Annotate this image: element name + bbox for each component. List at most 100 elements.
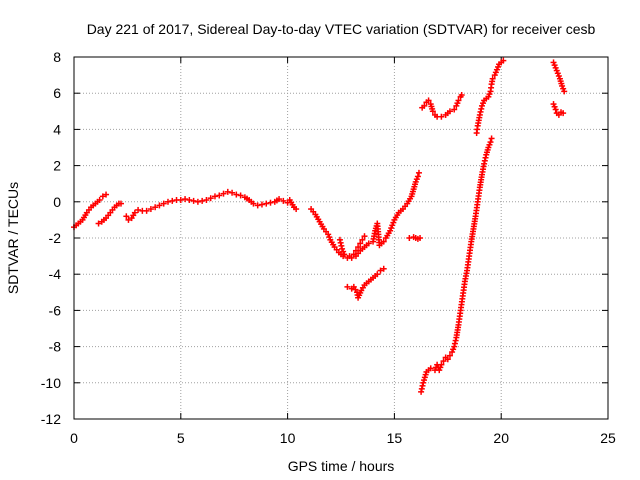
data-point xyxy=(487,139,494,146)
data-point xyxy=(182,196,189,203)
data-point xyxy=(95,220,102,227)
y-tick-label: -12 xyxy=(41,411,61,427)
data-point xyxy=(455,97,462,104)
data-point xyxy=(489,75,496,82)
y-tick-label: -8 xyxy=(49,339,62,355)
y-tick-label: -10 xyxy=(41,375,61,391)
data-point xyxy=(280,197,287,204)
x-tick-label: 10 xyxy=(280,430,296,446)
data-point xyxy=(377,267,384,274)
data-point xyxy=(458,92,465,99)
x-tick-labels: 0 5 10 15 20 25 xyxy=(70,430,616,446)
data-point xyxy=(224,188,231,195)
data-point xyxy=(160,200,167,207)
data-point xyxy=(440,358,447,365)
data-point xyxy=(355,244,362,251)
data-point xyxy=(446,352,453,359)
data-point xyxy=(451,106,458,113)
data-point xyxy=(99,193,106,200)
data-point xyxy=(96,196,103,203)
data-point xyxy=(417,235,424,241)
data-point xyxy=(406,235,413,241)
data-point xyxy=(250,200,257,207)
x-tick-label: 15 xyxy=(387,430,403,446)
data-point xyxy=(427,365,434,372)
data-point xyxy=(267,199,274,206)
plot-frame xyxy=(73,56,609,420)
data-point xyxy=(211,193,218,200)
data-point xyxy=(254,202,261,209)
data-point xyxy=(276,196,283,203)
data-point xyxy=(216,192,223,199)
data-point xyxy=(438,113,445,120)
data-point xyxy=(380,265,387,272)
data-point xyxy=(164,198,171,205)
y-tick-label: 6 xyxy=(53,85,61,101)
data-point xyxy=(263,200,270,207)
data-point xyxy=(147,206,154,213)
data-point xyxy=(131,209,138,216)
data-point xyxy=(446,108,453,115)
y-tick-label: -6 xyxy=(49,302,62,318)
y-axis-label: SDTVAR / TECUs xyxy=(5,182,21,294)
data-point xyxy=(177,196,184,203)
data-point xyxy=(415,169,422,176)
data-point xyxy=(203,196,210,203)
data-point xyxy=(348,254,355,261)
data-point xyxy=(207,195,214,202)
data-point xyxy=(152,204,159,211)
data-points xyxy=(71,57,568,395)
y-tick-label: -4 xyxy=(49,266,62,282)
data-point xyxy=(344,283,351,290)
x-axis-label: GPS time / hours xyxy=(288,458,395,474)
data-point xyxy=(135,206,142,213)
chart-title: Day 221 of 2017, Sidereal Day-to-day VTE… xyxy=(87,21,596,37)
data-point xyxy=(199,197,206,204)
data-point xyxy=(552,106,559,113)
x-tick-label: 5 xyxy=(177,430,185,446)
axis-ticks xyxy=(73,56,609,420)
data-point xyxy=(341,251,348,258)
data-point xyxy=(560,110,567,117)
y-tick-label: 8 xyxy=(53,49,61,65)
data-point xyxy=(414,173,421,180)
data-point xyxy=(125,216,132,223)
data-point xyxy=(220,190,227,197)
data-point xyxy=(444,356,451,363)
y-tick-label: 0 xyxy=(53,194,61,210)
data-point xyxy=(169,197,176,204)
y-tick-label: 4 xyxy=(53,121,61,137)
data-point xyxy=(258,201,265,208)
data-point xyxy=(117,200,124,207)
data-point xyxy=(500,57,507,64)
y-tick-label: 2 xyxy=(53,158,61,174)
data-point xyxy=(374,271,381,278)
data-point xyxy=(429,108,436,115)
data-point xyxy=(186,196,193,203)
y-tick-labels: -12 -10 -8 -6 -4 -2 0 2 4 6 8 xyxy=(41,49,61,427)
data-point xyxy=(156,202,163,209)
grid-lines xyxy=(74,57,608,419)
data-point xyxy=(438,361,445,368)
data-point xyxy=(421,102,428,109)
data-point xyxy=(194,198,201,205)
data-point xyxy=(380,238,387,245)
data-point xyxy=(190,197,197,204)
data-point xyxy=(233,191,240,198)
data-point xyxy=(561,88,568,95)
data-point xyxy=(488,135,495,142)
x-tick-label: 25 xyxy=(600,430,616,446)
x-tick-label: 0 xyxy=(70,430,78,446)
data-point xyxy=(123,213,130,220)
data-point xyxy=(361,233,368,240)
data-point xyxy=(357,240,364,247)
x-tick-label: 20 xyxy=(493,430,509,446)
data-point xyxy=(229,189,236,196)
data-point xyxy=(359,236,366,243)
data-point xyxy=(143,207,150,214)
data-point xyxy=(365,240,372,247)
data-point xyxy=(293,206,300,213)
data-point xyxy=(103,191,110,198)
data-point xyxy=(425,97,432,104)
